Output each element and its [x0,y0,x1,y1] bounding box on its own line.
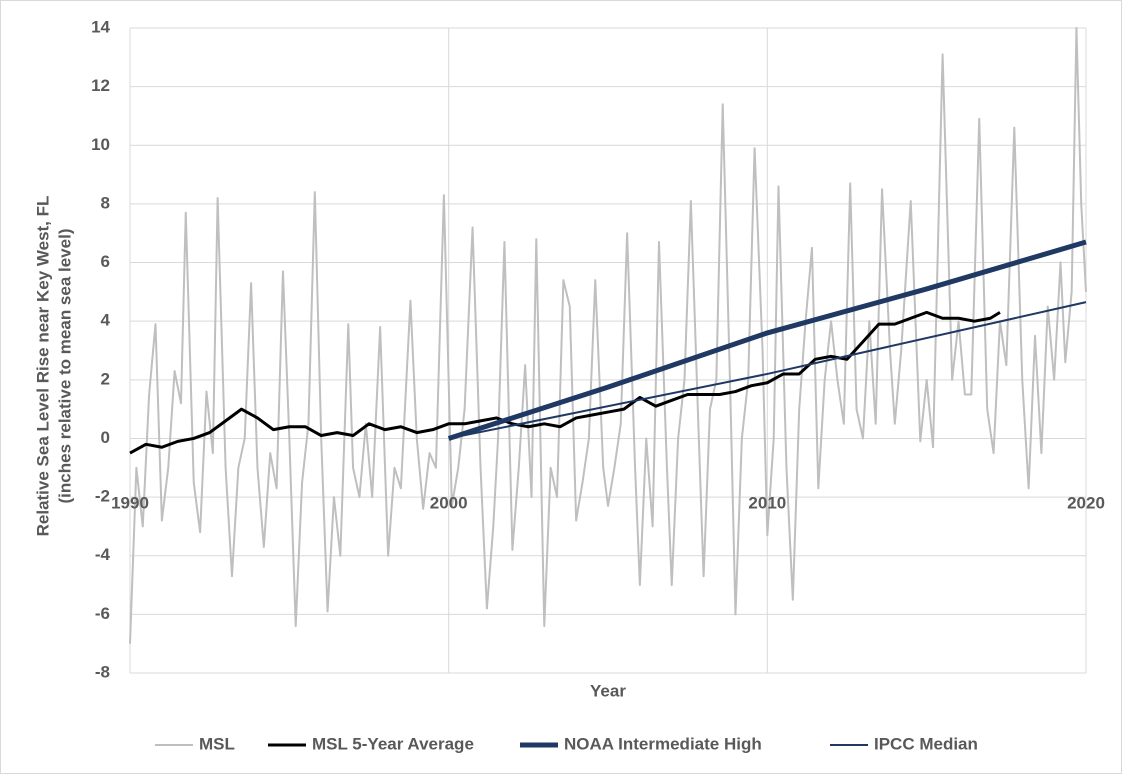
x-tick-label: 2010 [748,493,786,512]
legend-label: MSL 5-Year Average [312,734,474,753]
series-line [129,27,1087,644]
y-tick-label: -6 [95,604,110,623]
y-tick-label: 14 [91,17,110,36]
y-tick-label: 0 [101,428,110,447]
x-tick-label: 1990 [111,493,149,512]
series-line [448,301,1087,440]
y-tick-label: 10 [91,135,110,154]
y-tick-label: -4 [95,545,111,564]
x-tick-label: 2000 [430,493,468,512]
series-line [447,239,1087,441]
legend: MSL MSL 5-Year Average NOAA Intermediate H… [155,734,978,753]
x-tick-label: 2020 [1067,493,1105,512]
y-tick-label: -8 [95,662,110,681]
plot-area [129,27,1087,644]
y-tick-label: -2 [95,487,110,506]
y-tick-label: 6 [101,252,110,271]
legend-label: NOAA Intermediate High [564,734,762,753]
legend-label: MSL [199,734,235,753]
x-axis-title: Year [590,681,626,700]
series-line [129,310,1001,455]
y-tick-label: 8 [101,193,110,212]
y-tick-label: 2 [101,369,110,388]
y-tick-label: 12 [91,76,110,95]
labels: -8 -6 -4 -2 0 2 4 6 8 10 12 14 1990 2000 2010 2020 [91,17,1105,681]
legend-label: IPCC Median [874,734,978,753]
y-axis-title: Relative Sea Level Rise near Key West, F… [33,196,52,537]
y-tick-label: 4 [101,311,111,330]
y-axis-title: (inches relative to mean sea level) [55,229,74,504]
